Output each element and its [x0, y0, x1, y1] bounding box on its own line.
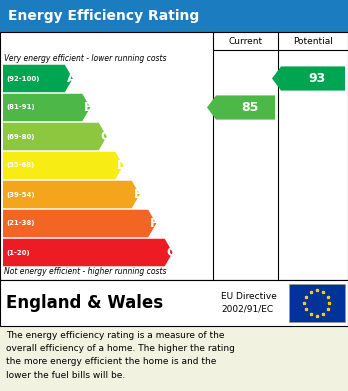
Bar: [0, 32, 348, 280]
Polygon shape: [3, 94, 90, 121]
Polygon shape: [3, 123, 107, 150]
Text: (39-54): (39-54): [6, 192, 34, 197]
Polygon shape: [3, 210, 156, 237]
Text: (92-100): (92-100): [6, 75, 39, 81]
Text: (81-91): (81-91): [6, 104, 34, 111]
Polygon shape: [3, 65, 73, 92]
Text: England & Wales: England & Wales: [6, 294, 163, 312]
Polygon shape: [3, 239, 173, 266]
Text: B: B: [84, 101, 94, 114]
Text: C: C: [101, 130, 110, 143]
Text: (21-38): (21-38): [6, 221, 34, 226]
Bar: [0, 0, 348, 32]
Text: (1-20): (1-20): [6, 249, 30, 255]
Text: 85: 85: [241, 101, 258, 114]
Text: G: G: [167, 246, 177, 259]
Polygon shape: [207, 95, 275, 120]
Polygon shape: [3, 181, 140, 208]
Polygon shape: [3, 152, 123, 179]
Text: (55-68): (55-68): [6, 163, 34, 169]
Text: Current: Current: [228, 36, 262, 45]
Text: EU Directive
2002/91/EC: EU Directive 2002/91/EC: [221, 292, 277, 314]
Text: Not energy efficient - higher running costs: Not energy efficient - higher running co…: [4, 267, 166, 276]
Text: D: D: [117, 159, 127, 172]
Text: Potential: Potential: [293, 36, 333, 45]
Text: Energy Efficiency Rating: Energy Efficiency Rating: [8, 9, 199, 23]
Bar: [289, 284, 345, 322]
Bar: [0, 280, 348, 326]
Text: 93: 93: [308, 72, 326, 85]
Text: A: A: [67, 72, 77, 85]
Text: (69-80): (69-80): [6, 133, 34, 140]
Text: The energy efficiency rating is a measure of the
overall efficiency of a home. T: The energy efficiency rating is a measur…: [6, 331, 235, 380]
Polygon shape: [272, 66, 345, 91]
Text: Very energy efficient - lower running costs: Very energy efficient - lower running co…: [4, 54, 166, 63]
Text: F: F: [150, 217, 159, 230]
Text: E: E: [134, 188, 142, 201]
